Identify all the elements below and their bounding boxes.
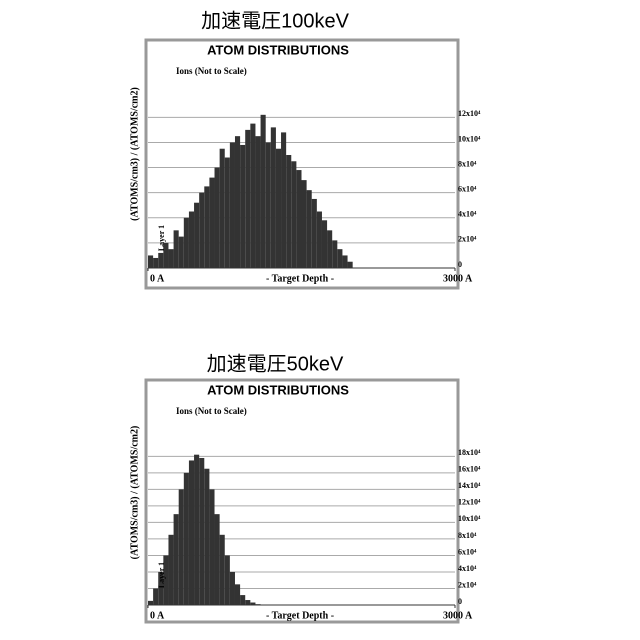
histogram-bar [168, 535, 173, 605]
y-tick-label: 16x10⁴ [458, 465, 481, 474]
y-axis-label: (ATOMS/cm3) / (ATOMS/cm2) [129, 87, 140, 221]
histogram-bar [266, 142, 271, 268]
y-tick-label: 8x10⁴ [458, 159, 477, 168]
x-axis-label: - Target Depth - [266, 273, 334, 284]
histogram-bar [322, 220, 327, 268]
histogram-bar [235, 136, 240, 268]
histogram-bar [184, 218, 189, 268]
chart-title: ATOM DISTRIBUTIONS [207, 42, 349, 57]
x-tick-label: 0 A [150, 273, 165, 284]
histogram-bar [220, 149, 225, 268]
y-axis-label: (ATOMS/cm3) / (ATOMS/cm2) [129, 426, 140, 560]
y-tick-label: 10x10⁴ [458, 514, 481, 523]
histogram-bar [194, 203, 199, 268]
histogram-bar [261, 115, 266, 268]
histogram-bar [332, 240, 337, 268]
histogram-bar [189, 212, 194, 269]
y-tick-label: 10x10⁴ [458, 134, 481, 143]
y-tick-label: 12x10⁴ [458, 109, 481, 118]
histogram-bar [225, 158, 230, 268]
y-tick-label: 14x10⁴ [458, 481, 481, 490]
figure: 加速電圧100keV ATOM DISTRIBUTIONS Ions (Not to… [0, 0, 640, 640]
y-tick-label: 0 [458, 597, 462, 606]
histogram-bar [153, 258, 158, 268]
histogram-bar [250, 124, 255, 268]
histogram-bar [179, 237, 184, 268]
y-tick-label: 18x10⁴ [458, 448, 481, 457]
chart-subtitle: Ions (Not to Scale) [176, 406, 247, 416]
annotation: Layer 1 [157, 225, 166, 251]
histogram-bar [220, 535, 225, 605]
histogram-bar [235, 584, 240, 605]
histogram-bar [317, 212, 322, 269]
y-tick-label: 2x10⁴ [458, 235, 477, 244]
histogram-bar [174, 230, 179, 268]
histogram-bar [148, 255, 153, 268]
histogram-bar [337, 249, 342, 268]
chart-heading: 加速電圧100keV [201, 9, 349, 32]
histogram-bar [296, 170, 301, 268]
y-tick-label: 0 [458, 260, 462, 269]
chart-title: ATOM DISTRIBUTIONS [207, 382, 349, 397]
histogram-bar [255, 136, 260, 268]
histogram-bar [348, 262, 353, 268]
x-tick-label: 0 A [150, 610, 165, 621]
histogram-bar [174, 514, 179, 605]
x-tick-label: 3000 A [443, 610, 473, 621]
histogram-bar [276, 149, 281, 268]
histogram-bar [240, 595, 245, 605]
histogram-bar [204, 469, 209, 605]
annotation: Layer 1 [157, 562, 166, 588]
histogram-bar [307, 190, 312, 268]
histogram-bar [179, 489, 184, 605]
y-tick-label: 4x10⁴ [458, 564, 477, 573]
y-tick-label: 2x10⁴ [458, 580, 477, 589]
histogram-bar [271, 127, 276, 268]
histogram-bar [225, 555, 230, 605]
y-tick-label: 12x10⁴ [458, 498, 481, 507]
histogram-bar [209, 178, 214, 268]
histogram-bar [184, 473, 189, 605]
x-axis-label: - Target Depth - [266, 610, 334, 621]
histogram-bar [230, 142, 235, 268]
histogram-bar [312, 199, 317, 268]
histogram-bar [189, 460, 194, 605]
histogram-bar [302, 180, 307, 268]
histogram-bar [158, 253, 163, 268]
chart-subtitle: Ions (Not to Scale) [176, 66, 247, 76]
y-tick-label: 6x10⁴ [458, 184, 477, 193]
chart-heading: 加速電圧50keV [207, 352, 344, 375]
histogram-bar [327, 230, 332, 268]
histogram-bar [199, 458, 204, 605]
histogram-bar [168, 249, 173, 268]
histogram-bar [245, 130, 250, 268]
histogram-bar [286, 155, 291, 268]
y-tick-label: 6x10⁴ [458, 547, 477, 556]
histogram-bar [153, 588, 158, 605]
histogram-bar [215, 168, 220, 268]
histogram-bar [230, 572, 235, 605]
histogram-bar [281, 132, 286, 268]
histogram-bar [204, 186, 209, 268]
y-tick-label: 8x10⁴ [458, 531, 477, 540]
histogram-bar [215, 514, 220, 605]
histogram-bar [291, 161, 296, 268]
histogram-bar [245, 600, 250, 605]
x-tick-label: 3000 A [443, 273, 473, 284]
histogram-bar [240, 145, 245, 268]
histogram-bar [194, 455, 199, 605]
histogram-bar [342, 255, 347, 268]
histogram-bar [148, 601, 153, 605]
y-tick-label: 4x10⁴ [458, 210, 477, 219]
histogram-bar [199, 193, 204, 268]
histogram-bar [209, 489, 214, 605]
